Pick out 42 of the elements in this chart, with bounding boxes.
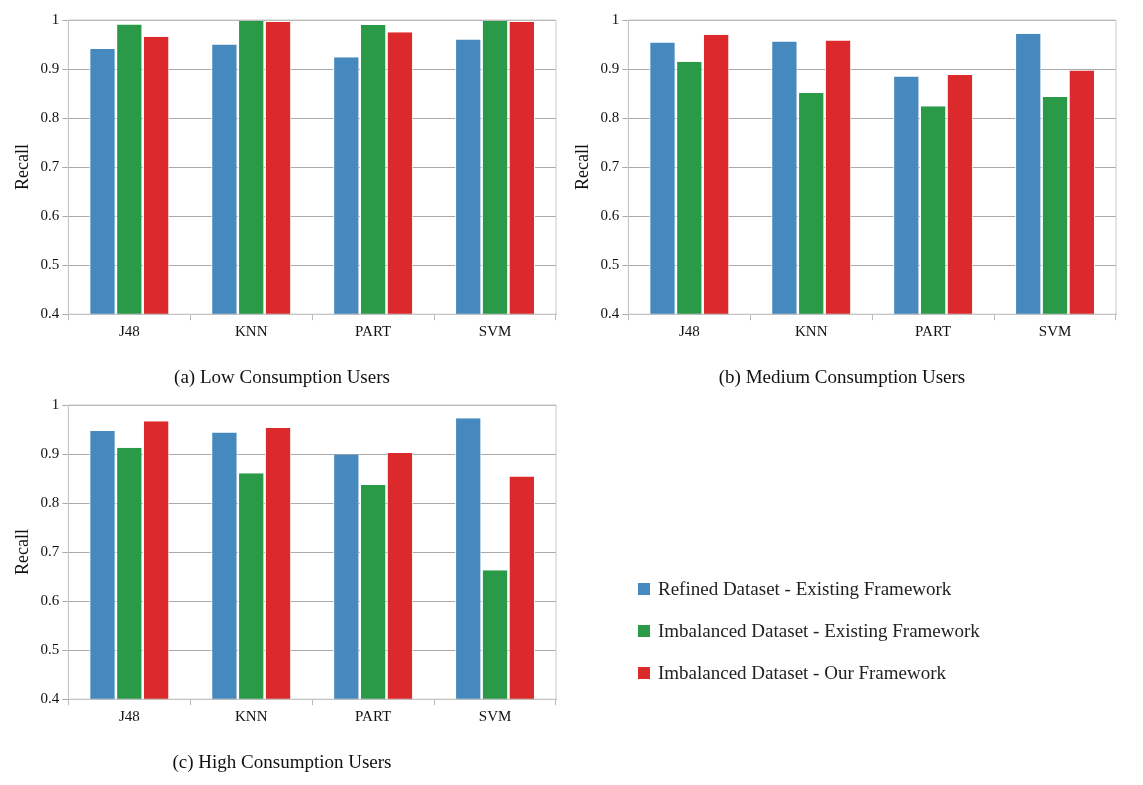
y-tick-label: 0.4: [40, 690, 60, 707]
x-tick-label: KNN: [234, 708, 268, 725]
y-tick-label: 0.8: [600, 109, 620, 125]
y-tick-label: 0.4: [600, 305, 620, 322]
x-tick-label: PART: [915, 323, 952, 340]
y-tick-label: 0.6: [600, 207, 620, 224]
x-tick-label: PART: [355, 708, 392, 725]
y-tick-label: 0.5: [40, 256, 60, 273]
x-tick-label: KNN: [794, 323, 828, 340]
x-tick-label: SVM: [478, 708, 512, 725]
y-tick-label: 0.5: [40, 641, 60, 658]
text: (b) Medium Consumption Users: [718, 365, 966, 388]
legend-label: Imbalanced Dataset - Our Framework: [658, 661, 947, 684]
legend-label: Refined Dataset - Existing Framework: [658, 577, 952, 600]
y-axis-title: Recall: [11, 529, 32, 576]
y-tick-label: 0.9: [40, 59, 60, 76]
text: (c) High Consumption Users: [172, 750, 392, 773]
y-tick-label: 1: [611, 10, 620, 27]
y-tick-label: 0.7: [600, 158, 620, 175]
y-tick-label: 1: [51, 395, 60, 412]
y-tick-label: 0.4: [40, 305, 60, 322]
y-axis-title: Recall: [11, 144, 32, 191]
legend-label: Imbalanced Dataset - Existing Framework: [658, 619, 980, 642]
y-tick-label: 0.7: [40, 158, 60, 175]
x-tick-label: PART: [355, 323, 392, 340]
y-tick-label: 0.7: [40, 543, 60, 560]
x-tick-label: J48: [118, 708, 140, 725]
y-axis-title: Recall: [571, 144, 592, 191]
x-tick-label: J48: [678, 323, 700, 340]
x-tick-label: KNN: [234, 323, 268, 340]
x-tick-label: SVM: [1038, 323, 1072, 340]
y-tick-label: 0.8: [40, 494, 60, 510]
y-tick-label: 1: [51, 10, 60, 27]
y-tick-label: 0.8: [40, 109, 60, 125]
y-tick-label: 0.9: [40, 444, 60, 461]
text: (a) Low Consumption Users: [174, 365, 390, 388]
x-tick-label: SVM: [478, 323, 512, 340]
y-tick-label: 0.6: [40, 592, 60, 609]
y-tick-label: 0.5: [600, 256, 620, 273]
x-tick-label: J48: [118, 323, 140, 340]
y-tick-label: 0.6: [40, 207, 60, 224]
y-tick-label: 0.9: [600, 59, 620, 76]
